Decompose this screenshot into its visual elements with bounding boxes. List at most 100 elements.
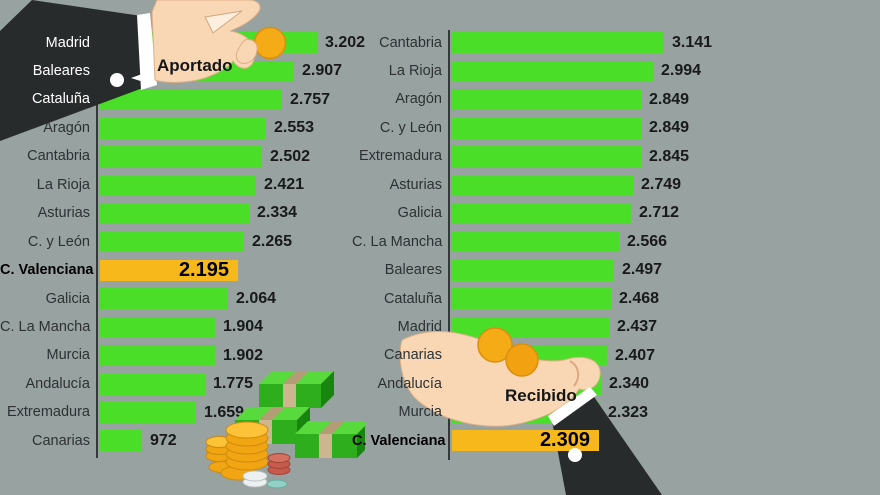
region-label: Extremadura (6, 404, 90, 421)
region-label: Andalucía (25, 375, 91, 392)
bar-value: 2.340 (609, 375, 650, 393)
table-row: Asturias 2.334 (0, 199, 450, 227)
axis-line-aportado (96, 30, 98, 458)
region-label: Aragón (395, 91, 442, 108)
table-row: Extremadura 2.845 (352, 142, 880, 170)
region-label: Cataluña (31, 91, 90, 108)
chart-recibido: Cantabria 3.141 La Rioja 2.994 Aragón 2.849 C.… (352, 29, 880, 456)
table-row: Madrid 2.437 (352, 313, 880, 341)
bar-value: 3.202 (325, 33, 366, 51)
region-label: Extremadura (358, 148, 442, 165)
region-label: Canarias (31, 432, 90, 449)
bar (100, 288, 228, 310)
bar-value: 1.902 (223, 346, 264, 364)
region-label: C. Valenciana (352, 432, 446, 449)
region-label: Asturias (389, 176, 442, 193)
bar-value: 2.334 (257, 204, 298, 222)
bar-value: 2.323 (608, 403, 649, 421)
region-label: C. y León (379, 119, 442, 136)
bar-value: 2.502 (270, 147, 311, 165)
table-row: Andalucía 2.340 (352, 370, 880, 398)
region-label: Madrid (397, 318, 442, 335)
bar (452, 32, 664, 54)
bar-value: 972 (150, 431, 177, 449)
bar-value: 2.265 (252, 232, 293, 250)
region-label: Madrid (45, 34, 90, 51)
table-row: Andalucía 1.775 (0, 370, 450, 398)
bar-value: 2.907 (302, 62, 343, 80)
region-label: Asturias (37, 205, 90, 222)
bar (100, 373, 205, 395)
table-row: Asturias 2.749 (352, 171, 880, 199)
table-row: Cantabria 2.502 (0, 142, 450, 170)
bar (452, 231, 619, 253)
region-label: Cataluña (383, 290, 442, 307)
bar (100, 89, 282, 111)
bar-value: 2.064 (236, 289, 277, 307)
table-row: C. Valenciana 2.195 (0, 256, 450, 284)
table-row: La Rioja 2.994 (352, 57, 880, 85)
table-row: Canarias 972 (0, 427, 450, 455)
bar (452, 117, 641, 139)
bar-value: 2.497 (622, 261, 663, 279)
region-label: Aragón (43, 119, 90, 136)
bar-value: 3.141 (672, 33, 713, 51)
bar (100, 174, 256, 196)
bar (452, 259, 614, 281)
bar-value: 2.553 (274, 119, 315, 137)
bar-value: 2.849 (649, 90, 690, 108)
table-row: C. Valenciana 2.309 (352, 427, 880, 455)
bar (452, 288, 611, 310)
region-label: Andalucía (377, 375, 443, 392)
bar-value: 1.775 (213, 375, 254, 393)
region-label: Canarias (383, 347, 442, 364)
table-row: Cataluña 2.468 (352, 285, 880, 313)
bar (100, 146, 262, 168)
table-row: Baleares 2.497 (352, 256, 880, 284)
bar-value: 1.904 (223, 318, 264, 336)
region-label: Baleares (32, 63, 90, 79)
bar-value: 2.468 (619, 289, 660, 307)
bar-value: 2.437 (617, 318, 658, 336)
table-row: C. y León 2.265 (0, 228, 450, 256)
bar-value: 2.994 (661, 62, 702, 80)
bar (100, 430, 142, 452)
bar-value: 2.845 (649, 147, 690, 165)
bar-value: 1.659 (204, 403, 245, 421)
bar-value: 2.566 (627, 232, 668, 250)
region-label: C. La Mancha (352, 233, 443, 250)
bar (100, 316, 215, 338)
bar-value: 2.757 (290, 90, 331, 108)
region-label: Cantabria (27, 148, 90, 165)
bar (452, 316, 609, 338)
region-label: Cantabria (379, 34, 442, 51)
axis-line-recibido (448, 30, 450, 460)
table-row: C. La Mancha 2.566 (352, 228, 880, 256)
bar-highlight: 2.195 (100, 259, 238, 281)
bar (100, 202, 249, 224)
bar (100, 345, 215, 367)
table-row: Aragón 2.849 (352, 85, 880, 113)
bar-value: 2.712 (639, 204, 680, 222)
bar (452, 202, 631, 224)
bar (452, 345, 607, 367)
table-row: Canarias 2.407 (352, 341, 880, 369)
white-dot-marker (110, 73, 124, 87)
bar (452, 89, 641, 111)
region-label: La Rioja (36, 176, 90, 193)
region-label: Murcia (46, 347, 90, 364)
table-row: La Rioja 2.421 (0, 171, 450, 199)
aportado-title: Aportado (157, 56, 233, 75)
region-label: Baleares (384, 262, 442, 279)
bar (452, 174, 633, 196)
bar-value: 2.849 (649, 119, 690, 137)
table-row: Murcia 1.902 (0, 341, 450, 369)
table-row: Murcia 2.323 (352, 398, 880, 426)
bar-value: 2.749 (641, 176, 682, 193)
bar (100, 231, 244, 253)
bar (452, 146, 641, 168)
recibido-title: Recibido (505, 386, 577, 405)
region-label: Galicia (397, 205, 442, 222)
table-row: C. y León 2.849 (352, 114, 880, 142)
